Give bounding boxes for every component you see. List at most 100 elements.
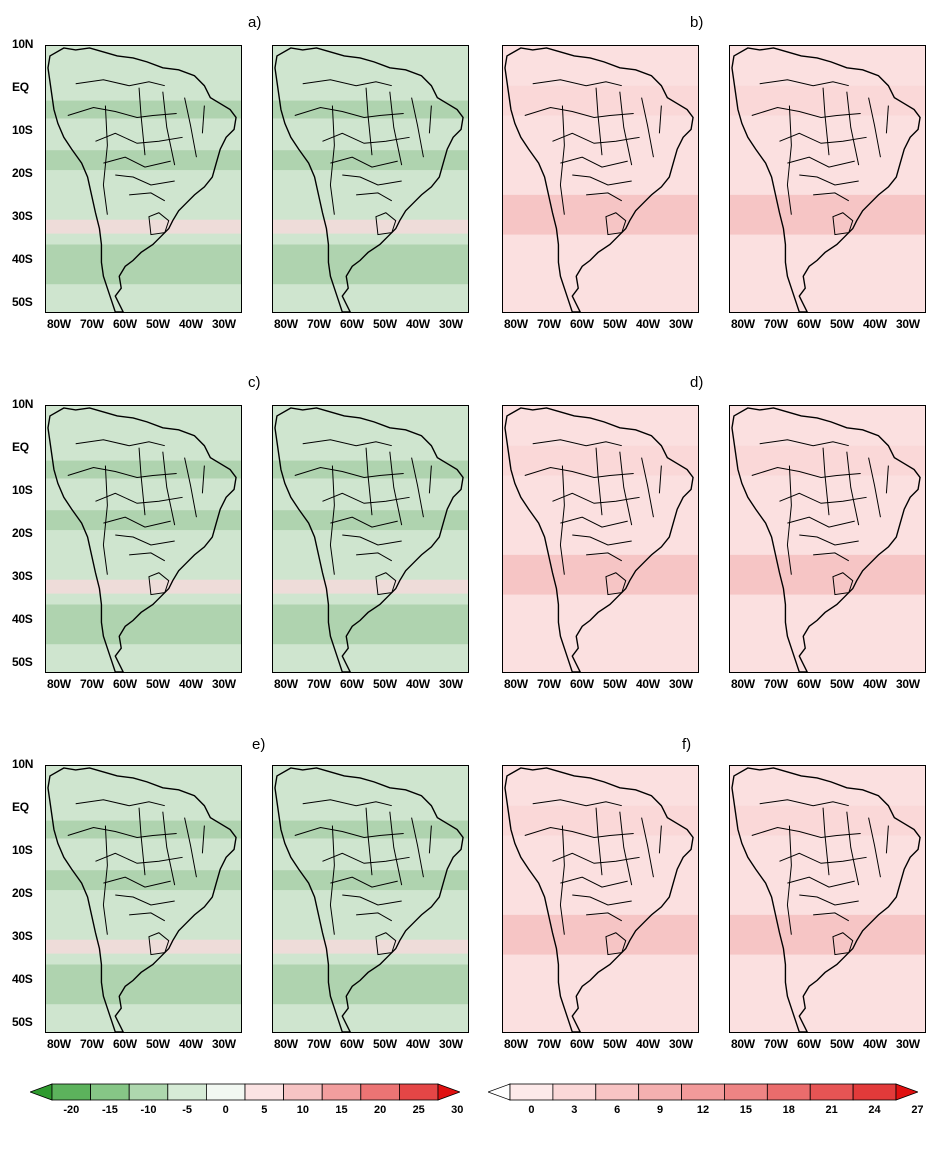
country-border [389,91,403,166]
country-border [552,492,640,504]
lat-tick-label: 40S [12,972,33,986]
country-border [799,174,859,186]
country-border [619,811,633,886]
lon-tick-label: 30W [439,677,463,691]
country-border [586,192,623,202]
field-band [730,85,925,116]
lat-tick-label: 10N [12,757,34,771]
lat-tick-label: 20S [12,526,33,540]
lat-tick-label: 20S [12,166,33,180]
lon-tick-label: 40W [636,677,660,691]
lon-tick-label: 50W [830,1037,854,1051]
country-border [658,825,662,854]
lon-tick-label: 70W [80,677,104,691]
field-band [730,914,925,955]
country-border [751,467,861,478]
field-band [730,445,925,476]
lon-tick-label: 80W [504,317,528,331]
lon-tick-label: 70W [764,677,788,691]
lon-tick-label: 30W [212,1037,236,1051]
country-border [75,79,165,87]
country-border [184,97,197,158]
country-border [786,465,792,575]
colorbar-tick-label: 15 [335,1104,348,1116]
colorbar-tick-label: 5 [261,1104,268,1116]
country-border [375,572,397,596]
lon-tick-label: 70W [307,1037,331,1051]
lon-tick-label: 70W [537,1037,561,1051]
lon-tick-label: 50W [373,1037,397,1051]
country-border [619,91,633,166]
lon-tick-label: 40W [863,317,887,331]
country-border [294,827,404,838]
field-band [46,579,241,594]
country-border [428,105,432,134]
country-border [162,91,176,166]
country-border [356,192,393,202]
lon-tick-label: 60W [340,317,364,331]
colorbar-tick-label: 9 [657,1104,664,1116]
colorbar-segment [205,1083,246,1101]
lon-tick-label: 50W [830,317,854,331]
country-border [294,107,404,118]
lon-tick-label: 40W [863,1037,887,1051]
country-border [799,534,859,546]
lat-tick-label: 10S [12,123,33,137]
country-border [813,912,850,922]
country-border [411,817,424,878]
lat-tick-label: 50S [12,1015,33,1029]
lon-tick-label: 70W [764,317,788,331]
lon-tick-label: 80W [47,317,71,331]
lon-tick-label: 30W [669,317,693,331]
lon-tick-label: 50W [146,677,170,691]
field-band [46,820,241,839]
country-border [365,87,373,156]
colorbar-tick-label: 10 [296,1104,310,1116]
country-border [330,516,398,528]
country-border [342,174,402,186]
country-border [560,156,628,168]
country-border [329,105,335,215]
colorbar-segment [552,1083,597,1101]
colorbar-segment [244,1083,284,1101]
lon-tick-label: 60W [570,317,594,331]
colorbar-left [30,1083,460,1101]
lon-tick-label: 70W [307,317,331,331]
colorbar-tick-label: 21 [825,1104,838,1116]
country-border [302,799,392,807]
country-border [75,799,165,807]
country-border [411,97,424,158]
field-band [503,805,698,836]
lon-tick-label: 80W [731,317,755,331]
country-border [428,825,432,854]
field-band [273,100,468,119]
country-border [559,105,565,215]
country-border [559,465,565,575]
field-band [273,939,468,954]
lon-tick-label: 30W [439,317,463,331]
country-border [129,912,166,922]
country-border [560,516,628,528]
lon-tick-label: 80W [274,317,298,331]
field-band [503,914,698,955]
lon-tick-label: 40W [863,677,887,691]
lon-tick-label: 40W [636,317,660,331]
lon-tick-label: 70W [764,1037,788,1051]
lon-tick-label: 80W [274,677,298,691]
map-panel [45,405,242,673]
field-band [730,194,925,235]
country-border [102,105,108,215]
country-border [95,492,183,504]
lon-tick-label: 40W [406,317,430,331]
country-border [115,894,175,906]
colorbar-tick-label: 12 [696,1104,710,1116]
country-border [365,447,373,516]
country-border [641,97,654,158]
country-border [595,447,603,516]
country-border [138,447,146,516]
colorbar-tick-label: 15 [739,1104,752,1116]
country-border [428,465,432,494]
country-border [115,174,175,186]
country-border [786,825,792,935]
lat-tick-label: 50S [12,655,33,669]
